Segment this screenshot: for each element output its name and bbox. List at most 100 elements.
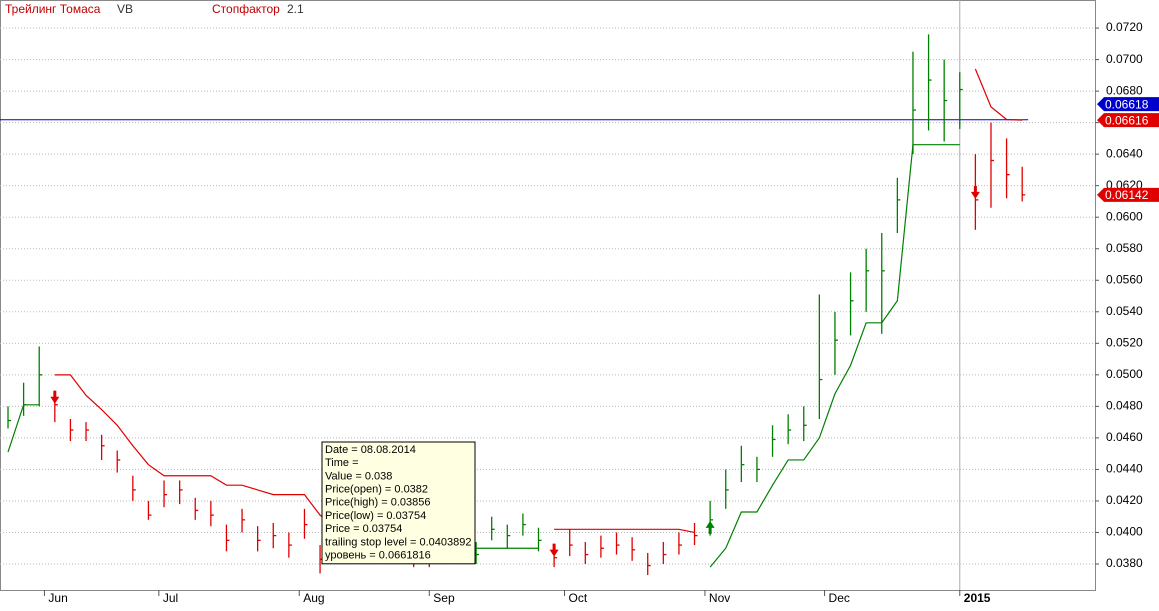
y-tick-label: 0.0580 <box>1106 241 1143 255</box>
sell-arrow <box>970 185 980 199</box>
price-bar <box>69 418 74 442</box>
x-tick-label: Jul <box>163 591 178 605</box>
price-bar <box>210 500 214 527</box>
price-bar <box>584 541 589 564</box>
price-marker <box>1097 187 1159 202</box>
price-bar <box>647 552 651 576</box>
y-tick-label: 0.0600 <box>1106 209 1143 223</box>
price-bar <box>803 406 807 442</box>
price-bar <box>600 535 604 558</box>
price-bar <box>1005 138 1010 199</box>
tooltip-line: Value = 0.038 <box>325 470 392 482</box>
tooltip-line: Date = 08.08.2014 <box>325 444 416 456</box>
price-bar <box>178 480 183 505</box>
tooltip-line: Time = <box>325 457 359 469</box>
price-bar <box>257 526 261 552</box>
y-tick-label: 0.0420 <box>1106 493 1143 507</box>
price-bar <box>147 500 152 520</box>
tooltip-line: trailing stop level = 0.0403892 <box>325 536 471 548</box>
price-bar <box>787 414 792 445</box>
y-tick-label: 0.0400 <box>1106 525 1143 539</box>
y-tick-label: 0.0440 <box>1106 462 1143 476</box>
price-bar <box>756 456 760 483</box>
price-bar <box>1021 166 1026 202</box>
price-bar <box>896 177 901 233</box>
price-bar <box>100 434 105 460</box>
x-tick-label: Sep <box>433 591 455 605</box>
price-bar <box>194 497 199 520</box>
x-tick-label: Jun <box>48 591 67 605</box>
plot-frame <box>0 0 1096 591</box>
price-bar <box>288 532 292 558</box>
price-bar <box>631 537 636 561</box>
price-bar <box>943 59 948 142</box>
y-tick-label: 0.0640 <box>1106 146 1143 160</box>
price-bar <box>225 524 230 552</box>
price-bar <box>491 516 495 541</box>
y-tick-label: 0.0480 <box>1106 399 1143 413</box>
y-tick-label: 0.0680 <box>1106 83 1143 97</box>
price-bar <box>818 294 823 419</box>
price-bar <box>615 532 620 555</box>
price-marker-label: 0.06618 <box>1105 97 1149 111</box>
price-bar <box>865 248 870 312</box>
price-bar <box>990 122 994 208</box>
price-bar <box>38 346 43 407</box>
price-bar <box>678 532 682 555</box>
price-bar <box>85 422 90 442</box>
price-bar <box>241 508 246 533</box>
tooltip-box <box>321 441 476 565</box>
sell-arrow <box>549 543 559 557</box>
y-tick-label: 0.0460 <box>1106 430 1143 444</box>
price-bar <box>272 523 277 549</box>
sell-arrow <box>50 390 60 404</box>
price-bar <box>771 425 776 457</box>
x-tick-label: Aug <box>303 591 324 605</box>
y-tick-label: 0.0540 <box>1106 304 1143 318</box>
x-tick-label: Dec <box>829 591 850 605</box>
indicator-name: Трейлинг Томаса <box>5 2 101 16</box>
price-bar <box>693 523 698 546</box>
price-bar <box>912 51 916 155</box>
symbol: VB <box>117 2 133 16</box>
price-bar <box>834 311 838 375</box>
price-bar <box>881 232 885 334</box>
tooltip-line: Price(open) = 0.0382 <box>325 484 428 496</box>
price-bar <box>959 72 963 129</box>
price-bar <box>522 513 526 536</box>
price-bar <box>116 450 121 473</box>
x-tick-label: Oct <box>569 591 588 605</box>
price-bar <box>927 34 932 131</box>
price-bar <box>569 529 573 557</box>
price-bar <box>662 541 667 564</box>
y-tick-label: 0.0500 <box>1106 367 1143 381</box>
price-marker-label: 0.06616 <box>1105 113 1149 127</box>
price-marker <box>1097 113 1159 128</box>
tooltip-line: Price(low) = 0.03754 <box>325 510 426 522</box>
buy-arrow <box>705 520 715 534</box>
price-bar <box>163 480 168 508</box>
stop-factor: 2.1 <box>287 2 304 16</box>
y-tick-label: 0.0700 <box>1106 52 1143 66</box>
y-tick-label: 0.0380 <box>1106 556 1143 570</box>
stop-factor-label: Стопфактор <box>212 2 280 16</box>
x-tick-label: Nov <box>709 591 730 605</box>
price-bar <box>7 406 12 429</box>
y-tick-label: 0.0720 <box>1106 20 1143 34</box>
price-bar <box>849 272 854 336</box>
price-bar <box>740 445 745 483</box>
x-tick-label: 2015 <box>964 591 991 605</box>
price-bar <box>475 541 480 564</box>
price-bar <box>132 475 136 501</box>
tooltip-line: Price(high) = 0.03856 <box>325 497 430 509</box>
price-bar <box>537 527 542 552</box>
tooltip-line: уровень = 0.0661816 <box>325 550 431 562</box>
tooltip-line: Price = 0.03754 <box>325 523 402 535</box>
price-marker-label: 0.06142 <box>1105 188 1149 202</box>
y-tick-label: 0.0520 <box>1106 335 1143 349</box>
price-bar <box>725 469 729 509</box>
y-tick-label: 0.0560 <box>1106 272 1143 286</box>
price-bar <box>303 508 308 539</box>
